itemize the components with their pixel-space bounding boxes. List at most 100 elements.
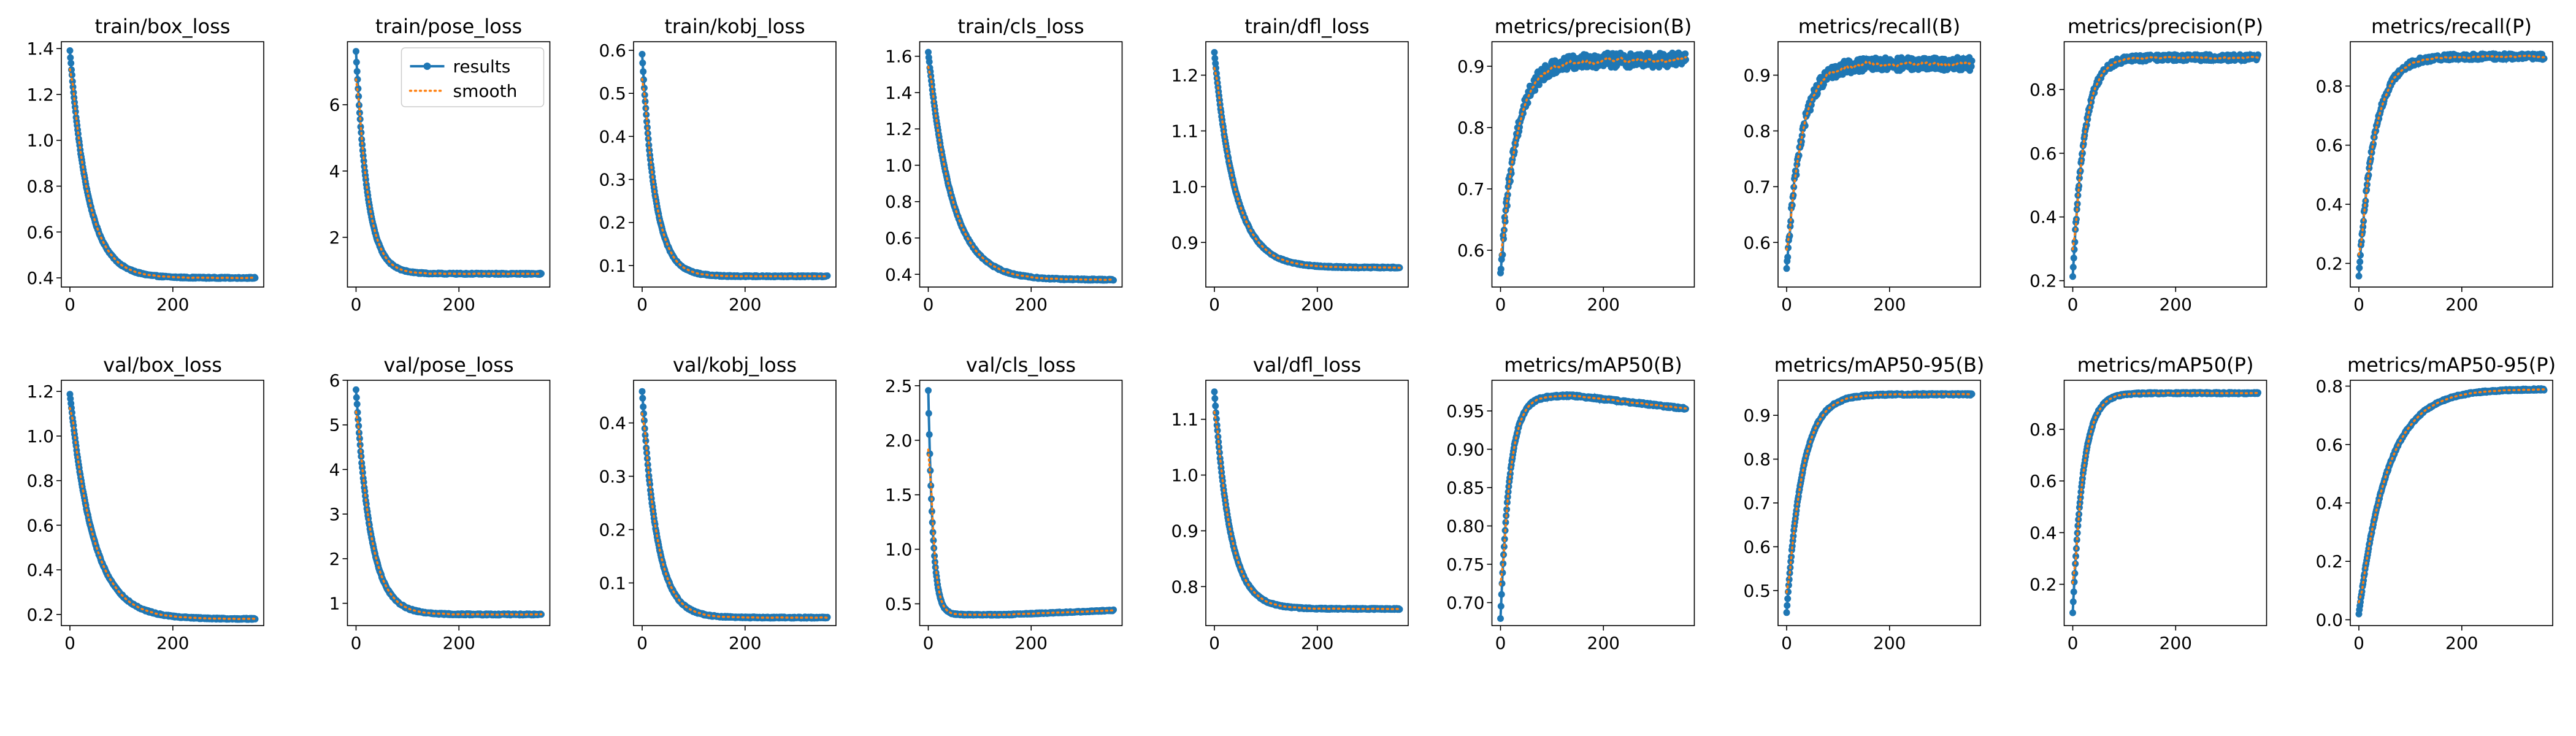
- panel-title: train/cls_loss: [957, 15, 1084, 38]
- y-tick-label: 1.2: [26, 381, 54, 402]
- results-series-markers: [1783, 54, 1976, 272]
- smooth-series-line: [1213, 67, 1401, 269]
- y-tick-label: 1.0: [26, 426, 54, 447]
- results-point: [2070, 255, 2077, 262]
- panel-title: val/cls_loss: [966, 353, 1076, 377]
- legend-results-label: results: [453, 56, 511, 77]
- x-tick-label: 200: [1301, 294, 1333, 315]
- x-tick-label: 200: [2160, 294, 2192, 315]
- y-tick-label: 0.1: [599, 573, 626, 593]
- results-point: [353, 67, 361, 75]
- results-point: [1784, 253, 1792, 261]
- x-tick-label: 0: [1781, 294, 1792, 315]
- axes-frame: [1491, 41, 1695, 288]
- x-tick-label: 0: [637, 633, 648, 653]
- y-tick-label: 0.4: [26, 560, 54, 580]
- y-tick-label: 1.4: [26, 39, 54, 59]
- results-series-markers: [1497, 49, 1689, 277]
- y-tick-label: 5: [329, 415, 340, 435]
- x-tick-label: 200: [1015, 294, 1048, 315]
- results-point: [67, 54, 74, 61]
- x-tick-label: 0: [64, 633, 75, 653]
- panel-title: val/pose_loss: [383, 353, 513, 377]
- results-point: [639, 59, 646, 67]
- y-tick-label: 0.4: [2030, 207, 2057, 228]
- y-tick-label: 0.6: [599, 40, 626, 61]
- results-point: [72, 108, 79, 115]
- y-tick-label: 0.6: [1457, 240, 1485, 261]
- results-point: [2356, 264, 2363, 272]
- results-point: [1211, 48, 1218, 56]
- x-tick-label: 200: [729, 633, 761, 653]
- results-point: [538, 270, 545, 277]
- results-series-markers: [2069, 51, 2261, 280]
- results-point: [355, 93, 362, 100]
- y-tick-label: 0.9: [1457, 56, 1485, 77]
- x-tick-label: 0: [64, 294, 75, 315]
- results-point: [646, 156, 654, 163]
- results-series-markers: [925, 48, 1117, 284]
- y-tick-label: 0.4: [599, 413, 626, 434]
- y-tick-label: 0.8: [2030, 80, 2057, 100]
- y-tick-label: 0.2: [2315, 253, 2343, 274]
- results-point: [357, 123, 364, 131]
- results-point: [643, 118, 650, 125]
- results-series-line: [2071, 50, 2260, 277]
- y-tick-label: 0.8: [885, 192, 913, 212]
- results-point: [1497, 266, 1505, 273]
- results-point: [359, 147, 366, 154]
- results-point: [1211, 395, 1219, 402]
- results-point: [925, 410, 932, 417]
- x-tick-label: 0: [2068, 294, 2079, 315]
- results-point: [68, 66, 75, 74]
- results-point: [353, 401, 361, 408]
- x-tick-label: 0: [923, 633, 934, 653]
- smooth-series-line: [927, 448, 1115, 616]
- results-point: [353, 58, 360, 66]
- panel-title: train/box_loss: [95, 15, 231, 38]
- panel-title: val/box_loss: [103, 353, 222, 377]
- y-tick-label: 0.8: [1171, 577, 1198, 597]
- y-tick-label: 4: [329, 459, 340, 480]
- smooth-series-line: [355, 78, 543, 275]
- smooth-series-line: [69, 68, 256, 280]
- x-tick-label: 0: [351, 294, 362, 315]
- y-tick-label: 2: [329, 549, 340, 569]
- axes-frame: [633, 380, 837, 626]
- y-tick-label: 0.7: [1457, 179, 1485, 199]
- y-tick-label: 0.2: [599, 213, 626, 233]
- x-tick-label: 0: [923, 294, 934, 315]
- y-tick-label: 0.3: [599, 467, 626, 487]
- results-series-markers: [1211, 388, 1403, 613]
- y-tick-label: 3: [329, 504, 340, 524]
- y-tick-label: 1.0: [885, 155, 913, 175]
- axes-frame: [347, 380, 551, 626]
- y-tick-label: 2.5: [885, 376, 913, 396]
- results-point: [66, 47, 74, 54]
- panel-title: val/kobj_loss: [673, 353, 797, 377]
- axes-frame: [2063, 41, 2267, 288]
- legend-box: [401, 47, 545, 107]
- results-series-markers: [638, 388, 831, 622]
- smooth-series-line: [69, 407, 256, 620]
- y-tick-label: 0.9: [1171, 232, 1198, 253]
- results-series-line: [927, 390, 1114, 618]
- x-tick-label: 200: [1587, 294, 1620, 315]
- axes-frame: [1205, 380, 1409, 626]
- results-series-line: [69, 50, 256, 282]
- panel-title: train/kobj_loss: [664, 15, 805, 38]
- results-point: [646, 147, 653, 154]
- axes-frame: [919, 41, 1123, 288]
- y-tick-label: 0.6: [885, 228, 913, 248]
- results-point: [2540, 55, 2548, 62]
- y-tick-label: 6: [329, 370, 340, 391]
- y-tick-label: 1.0: [26, 131, 54, 151]
